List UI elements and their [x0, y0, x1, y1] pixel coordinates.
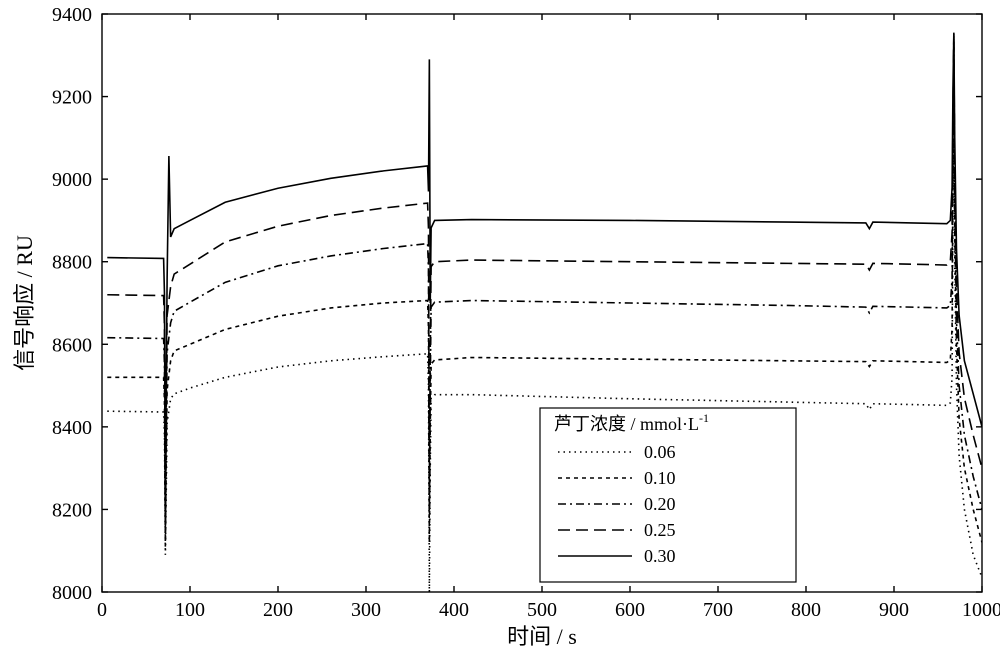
- x-tick-label: 0: [97, 599, 107, 621]
- legend-item-label: 0.30: [644, 546, 676, 566]
- x-tick-label: 400: [439, 599, 469, 621]
- x-tick-label: 1000: [962, 599, 1000, 621]
- legend-item-label: 0.10: [644, 468, 676, 488]
- x-axis-label: 时间 / s: [507, 624, 577, 647]
- x-tick-label: 900: [879, 599, 909, 621]
- y-tick-label: 8000: [52, 582, 92, 604]
- y-tick-label: 9000: [52, 169, 92, 191]
- x-tick-label: 100: [175, 599, 205, 621]
- legend-item-label: 0.25: [644, 520, 676, 540]
- x-tick-label: 200: [263, 599, 293, 621]
- y-tick-label: 8600: [52, 334, 92, 356]
- x-tick-label: 300: [351, 599, 381, 621]
- y-tick-label: 8800: [52, 252, 92, 274]
- x-tick-label: 600: [615, 599, 645, 621]
- legend-item-label: 0.06: [644, 442, 676, 462]
- x-tick-label: 800: [791, 599, 821, 621]
- y-tick-label: 9400: [52, 4, 92, 26]
- x-tick-label: 700: [703, 599, 733, 621]
- legend-item-label: 0.20: [644, 494, 676, 514]
- y-tick-label: 8200: [52, 499, 92, 521]
- legend-title: 芦丁浓度 / mmol·L-1: [554, 411, 709, 434]
- chart-container: 0 100 200 300 400 500 600 700 800 900 1000 8000 8200…: [0, 0, 1000, 647]
- spr-sensorgram-chart: 0 100 200 300 400 500 600 700 800 900 1000 8000 8200…: [0, 0, 1000, 647]
- x-tick-label: 500: [527, 599, 557, 621]
- y-axis-label: 信号响应 / RU: [12, 235, 37, 371]
- y-tick-label: 8400: [52, 417, 92, 439]
- y-tick-label: 9200: [52, 87, 92, 109]
